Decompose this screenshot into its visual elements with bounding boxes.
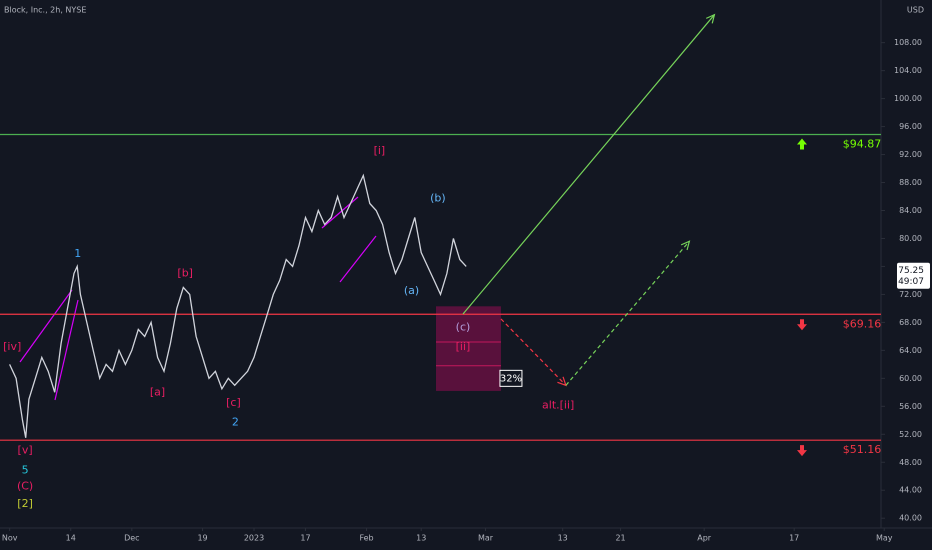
x-tick-label: 14 <box>66 534 76 543</box>
x-tick-label: Mar <box>478 534 494 543</box>
y-tick-label: 84.00 <box>899 206 922 215</box>
x-tick-label: Apr <box>697 534 712 543</box>
wave-label: (b) <box>430 192 446 205</box>
y-tick-label: 72.00 <box>899 290 922 299</box>
chart-title: Block, Inc., 2h, NYSE <box>4 6 86 15</box>
x-tick-label: May <box>876 534 893 543</box>
x-tick-label: 19 <box>197 534 207 543</box>
y-tick-label: 48.00 <box>899 458 922 467</box>
x-tick-label: Nov <box>2 534 18 543</box>
wave-label: [c] <box>226 396 241 409</box>
wave-label: (C) <box>17 480 33 493</box>
x-tick-label: 13 <box>558 534 568 543</box>
y-tick-label: 96.00 <box>899 122 922 131</box>
projection <box>462 14 715 315</box>
wave-label: [v] <box>18 443 33 456</box>
price-line <box>9 173 467 438</box>
projection-head <box>705 13 716 24</box>
y-tick-label: 108.00 <box>894 38 922 47</box>
y-tick-label: 52.00 <box>899 430 922 439</box>
wave-label: 1 <box>74 247 81 260</box>
y-tick-label: 60.00 <box>899 374 922 383</box>
price-tag-timer: 49:07 <box>898 277 924 287</box>
zone-label: 32% <box>500 373 522 384</box>
y-tick-label: 104.00 <box>894 66 922 75</box>
level-label: $69.16 <box>843 317 882 330</box>
projection <box>565 240 690 386</box>
wedge-drawings <box>19 196 377 401</box>
level-arrow <box>797 319 807 331</box>
wave-label: alt.[ii] <box>542 399 574 412</box>
x-tick-label: 13 <box>416 534 426 543</box>
projection-head <box>680 240 691 251</box>
price-tag <box>897 262 930 289</box>
wave-label: (c) <box>456 320 471 333</box>
wave-label: 5 <box>22 464 29 477</box>
price-tag-label: 75.25 <box>898 266 924 276</box>
level-label: $51.16 <box>843 443 882 456</box>
x-tick-label: 17 <box>789 534 799 543</box>
wave-label: [2] <box>17 497 33 510</box>
x-tick-label: 2023 <box>244 534 264 543</box>
x-tick-label: Dec <box>124 534 139 543</box>
x-tick-label: 21 <box>615 534 625 543</box>
wave-label: (a) <box>404 284 419 297</box>
wave-label: [a] <box>150 385 165 398</box>
y-tick-label: 92.00 <box>899 150 922 159</box>
x-tick-label: 17 <box>300 534 310 543</box>
wave-label: [ii] <box>456 340 471 353</box>
y-tick-label: 68.00 <box>899 318 922 327</box>
x-tick-label: Feb <box>359 534 373 543</box>
y-tick-label: 40.00 <box>899 514 922 523</box>
y-tick-label: 88.00 <box>899 178 922 187</box>
currency: USD <box>907 6 924 15</box>
y-tick-label: 64.00 <box>899 346 922 355</box>
y-tick-label: 80.00 <box>899 234 922 243</box>
level-arrow <box>797 445 807 457</box>
wave-label: [iv] <box>3 340 21 353</box>
y-tick-label: 56.00 <box>899 402 922 411</box>
projection <box>500 318 567 386</box>
y-tick-label: 44.00 <box>899 486 922 495</box>
level-label: $94.87 <box>843 137 882 150</box>
y-tick-label: 100.00 <box>894 94 922 103</box>
wave-label: [i] <box>374 144 386 157</box>
zone-label-box <box>499 369 523 387</box>
level-arrow <box>797 138 807 150</box>
wave-label: 2 <box>232 415 239 428</box>
wave-label: [b] <box>177 266 193 279</box>
target-zone <box>435 306 501 391</box>
